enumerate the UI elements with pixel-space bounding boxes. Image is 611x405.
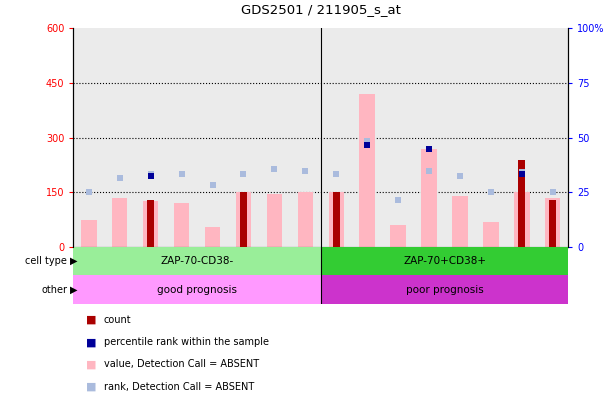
Bar [174,203,189,247]
Bar [73,28,104,247]
Text: percentile rank within the sample: percentile rank within the sample [104,337,269,347]
Bar [321,275,568,304]
Bar [240,192,247,247]
Bar [414,28,445,247]
Point [177,171,186,177]
Text: ▶: ▶ [70,256,78,266]
Bar [390,225,406,247]
Bar [228,28,259,247]
Point [424,167,434,174]
Point [115,175,125,181]
Bar [329,192,344,247]
Bar [483,222,499,247]
Bar [422,149,437,247]
Point [146,173,156,179]
Bar [112,198,128,247]
Bar [266,194,282,247]
Point [517,169,527,176]
Text: good prognosis: good prognosis [157,285,237,294]
Bar [445,28,475,247]
Bar [321,247,568,275]
Bar [475,28,507,247]
Text: ZAP-70-CD38-: ZAP-70-CD38- [161,256,233,266]
Bar [359,94,375,247]
Bar [205,227,220,247]
Bar [352,28,382,247]
Bar [452,196,467,247]
Text: cell type: cell type [25,256,67,266]
Bar [333,192,340,247]
Bar [549,200,556,247]
Text: ■: ■ [86,337,96,347]
Point [424,145,434,152]
Point [517,171,527,177]
Point [238,171,248,177]
Bar [514,192,530,247]
Text: ZAP-70+CD38+: ZAP-70+CD38+ [403,256,486,266]
Point [362,142,372,148]
Point [269,165,279,172]
Text: ■: ■ [86,315,96,325]
Bar [166,28,197,247]
Bar [197,28,228,247]
Bar [135,28,166,247]
Bar [518,160,525,247]
Point [331,171,341,177]
Point [455,173,465,179]
Point [84,189,93,196]
Text: ▶: ▶ [70,285,78,294]
Point [486,189,496,196]
Point [208,182,218,188]
Point [301,167,310,174]
Bar [104,28,135,247]
Text: count: count [104,315,131,325]
Bar [545,198,560,247]
Bar [382,28,414,247]
Text: other: other [41,285,67,294]
Point [146,171,156,177]
Bar [298,192,313,247]
Bar [236,192,251,247]
Bar [73,275,321,304]
Bar [81,220,97,247]
Bar [147,200,154,247]
Text: value, Detection Call = ABSENT: value, Detection Call = ABSENT [104,360,259,369]
Bar [537,28,568,247]
Bar [321,28,352,247]
Bar [143,201,158,247]
Text: ■: ■ [86,360,96,369]
Point [393,196,403,203]
Text: poor prognosis: poor prognosis [406,285,483,294]
Point [548,189,558,196]
Bar [507,28,537,247]
Bar [259,28,290,247]
Text: ■: ■ [86,382,96,392]
Point [362,138,372,145]
Bar [73,247,321,275]
Bar [290,28,321,247]
Text: GDS2501 / 211905_s_at: GDS2501 / 211905_s_at [241,3,401,16]
Text: rank, Detection Call = ABSENT: rank, Detection Call = ABSENT [104,382,254,392]
